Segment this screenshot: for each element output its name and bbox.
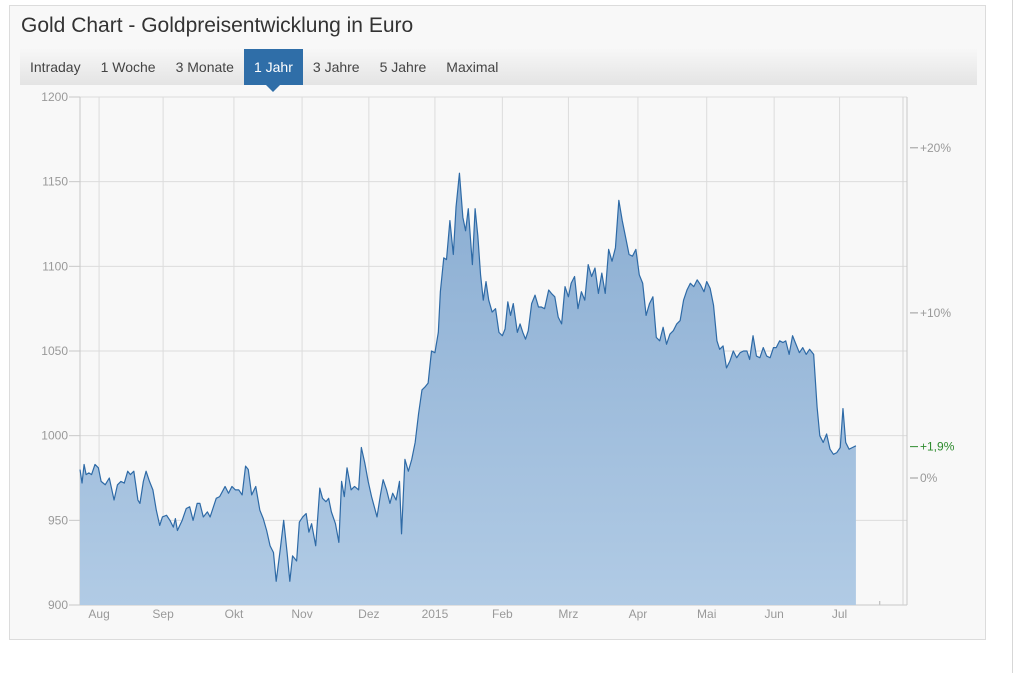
time-range-tabs: Intraday 1 Woche 3 Monate 1 Jahr 3 Jahre 5 Ja…: [20, 49, 977, 92]
y-tick-label: 1200: [41, 90, 68, 104]
tab-1-woche[interactable]: 1 Woche: [100, 59, 156, 75]
current-change-label: +1,9%: [920, 440, 955, 454]
y-tick-label: 950: [48, 513, 68, 527]
x-tick-label: Apr: [629, 607, 648, 621]
page-edge-divider: [1012, 0, 1013, 673]
y-tick-label: 1150: [42, 175, 68, 189]
chart-axes: 900 950 1000 1050 1100 1150 1200 Aug Sep Okt Nov De…: [41, 90, 954, 621]
y-tick-label: 900: [48, 598, 68, 612]
y-tick-label: 1050: [41, 344, 68, 358]
tab-3-monate[interactable]: 3 Monate: [175, 59, 234, 75]
x-tick-label: Sep: [152, 607, 174, 621]
tab-1-jahr[interactable]: 1 Jahr: [243, 49, 303, 92]
x-tick-label: Feb: [492, 607, 513, 621]
tab-intraday[interactable]: Intraday: [30, 59, 81, 75]
x-tick-label: Okt: [225, 607, 244, 621]
y-tick-label: 1100: [42, 259, 68, 273]
x-tick-label: 2015: [422, 607, 449, 621]
y-tick-label: 1000: [41, 429, 68, 443]
tab-3-jahre[interactable]: 3 Jahre: [312, 59, 360, 75]
chart-area-layer: [79, 172, 857, 605]
x-tick-label: Jul: [832, 607, 847, 621]
tab-5-jahre[interactable]: 5 Jahre: [379, 59, 427, 75]
x-tick-label: Mrz: [558, 607, 578, 621]
price-line: [79, 172, 857, 582]
pct-tick-label: 0%: [920, 471, 938, 485]
tab-maximal[interactable]: Maximal: [446, 59, 499, 75]
pct-tick-label: +10%: [920, 306, 951, 320]
x-tick-label: Jun: [764, 607, 783, 621]
pct-tick-label: +20%: [920, 141, 951, 155]
x-tick-label: Nov: [291, 607, 312, 621]
x-tick-label: Dez: [358, 607, 379, 621]
page-title: Gold Chart - Goldpreisentwicklung in Eur…: [21, 14, 414, 37]
x-tick-label: Aug: [88, 607, 109, 621]
x-tick-label: Mai: [697, 607, 716, 621]
price-area: [80, 173, 856, 605]
